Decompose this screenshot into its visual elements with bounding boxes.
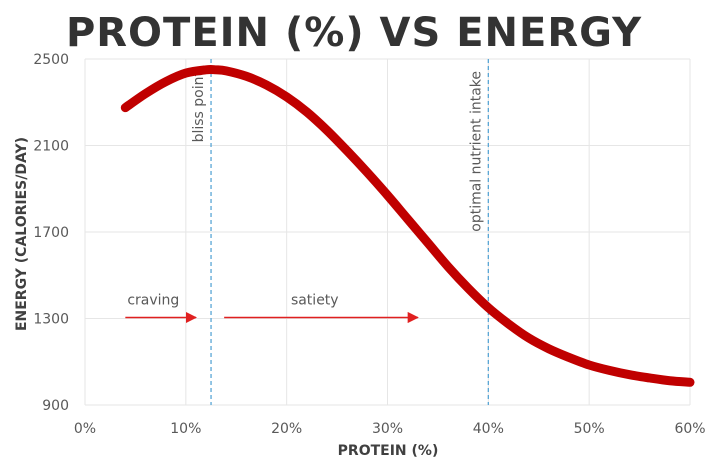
annotation-label: craving [127,293,179,309]
grid [84,58,691,406]
y-tick-label: 1700 [33,225,69,241]
x-tick-label: 20% [271,421,302,437]
x-tick-label: 40% [473,421,504,437]
x-axis-title: PROTEIN (%) [338,443,439,458]
y-tick-label: 2500 [33,52,69,68]
x-tick-label: 0% [74,421,96,437]
x-tick-label: 50% [574,421,605,437]
series [120,65,695,387]
annotation-arrows: craving satiety [125,293,419,324]
series-line [120,65,695,387]
y-tick-label: 1300 [33,312,69,328]
reference-line-label: bliss point [191,71,207,143]
reference-lines: bliss point optimal nutrient intake [191,59,489,405]
y-axis-title: ENERGY (CALORIES/DAY) [14,137,30,331]
annotation-label: satiety [291,293,339,309]
x-tick-label: 60% [674,421,705,437]
axis-ticks: 900 1300 1700 2100 2500 0% 10% 20% 30% 40% 50% 60% [33,52,705,437]
y-tick-label: 2100 [33,139,69,155]
y-tick-label: 900 [42,398,69,414]
x-tick-label: 10% [170,421,201,437]
reference-line-label: optimal nutrient intake [468,71,484,232]
chart-title: PROTEIN (%) VS ENERGY [66,10,642,56]
x-tick-label: 30% [372,421,403,437]
